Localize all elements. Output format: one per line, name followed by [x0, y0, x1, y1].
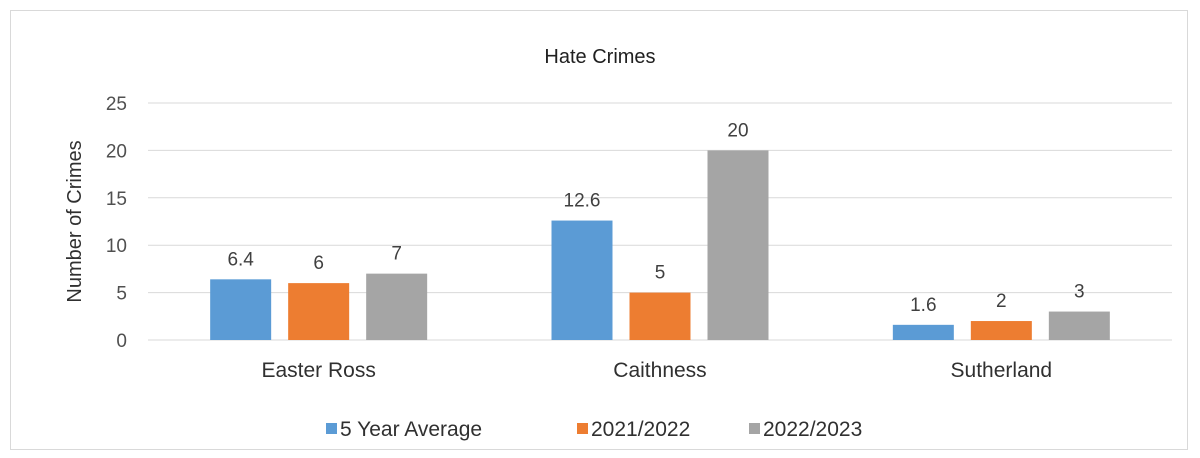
y-tick-label: 25 — [106, 94, 127, 115]
bar-easter-ross-2 — [366, 273, 428, 340]
bars — [210, 150, 1110, 340]
data-label: 2 — [996, 291, 1007, 312]
bar-sutherland-1 — [970, 321, 1032, 340]
chart-title: Hate Crimes — [544, 46, 655, 68]
category-label: Caithness — [613, 359, 706, 382]
data-label: 3 — [1074, 282, 1085, 303]
y-tick-label: 5 — [116, 284, 127, 305]
legend-swatch — [326, 423, 337, 434]
data-label: 1.6 — [910, 295, 936, 316]
legend-swatch — [577, 423, 588, 434]
bar-caithness-1 — [629, 292, 691, 340]
data-label: 7 — [391, 244, 402, 265]
data-label: 12.6 — [564, 191, 601, 212]
category-label: Sutherland — [951, 359, 1053, 382]
legend-swatch — [749, 423, 760, 434]
legend-label: 5 Year Average — [340, 418, 482, 441]
bar-easter-ross-1 — [288, 283, 350, 340]
category-labels: Easter Ross Caithness Sutherland — [261, 359, 1052, 382]
category-label: Easter Ross — [261, 359, 375, 382]
bar-sutherland-2 — [1048, 311, 1110, 340]
y-tick-label: 15 — [106, 189, 127, 210]
legend-label: 2022/2023 — [763, 418, 862, 441]
data-labels: 6.4 6 7 12.6 5 20 1.6 2 3 — [227, 120, 1084, 315]
y-axis-label: Number of Crimes — [64, 140, 86, 302]
y-tick-label: 20 — [106, 141, 127, 162]
y-tick-label: 0 — [116, 331, 127, 352]
legend-label: 2021/2022 — [591, 418, 690, 441]
data-label: 6 — [313, 253, 324, 274]
data-label: 20 — [727, 120, 748, 141]
legend: 5 Year Average 2021/2022 2022/2023 — [326, 418, 862, 441]
bar-caithness-2 — [707, 150, 769, 340]
data-label: 5 — [655, 263, 666, 284]
bar-caithness-0 — [551, 220, 613, 340]
bar-sutherland-0 — [892, 324, 954, 340]
data-label: 6.4 — [227, 249, 254, 270]
y-tick-labels: 0 5 10 15 20 25 — [106, 94, 127, 352]
y-tick-label: 10 — [106, 236, 127, 257]
bar-easter-ross-0 — [210, 279, 272, 340]
